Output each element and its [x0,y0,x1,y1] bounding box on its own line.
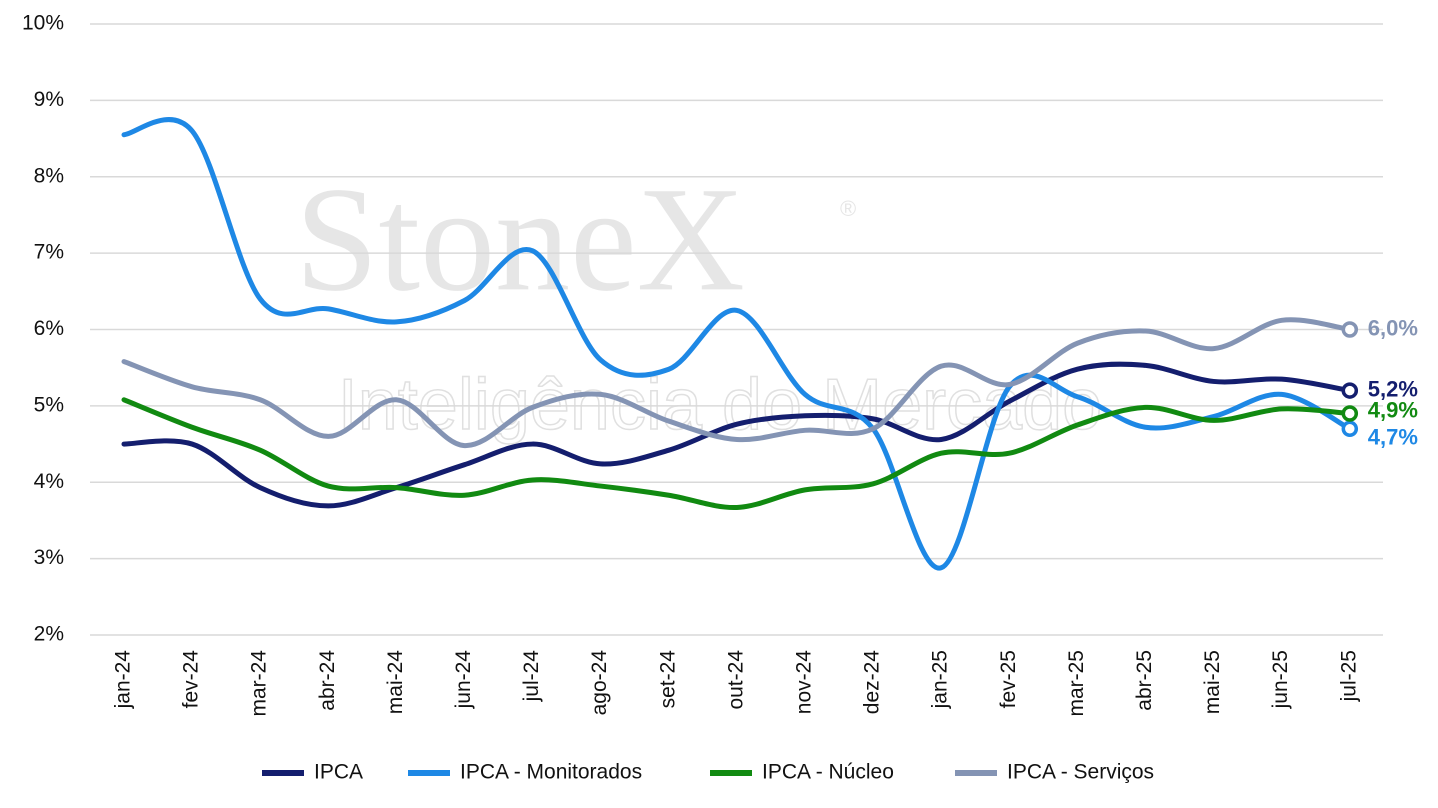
data-label: 4,9% [1368,397,1418,422]
x-tick-label: abr-25 [1133,650,1156,711]
data-label: 5,2% [1368,376,1418,401]
x-tick-label: abr-24 [316,650,339,711]
y-tick-label: 7% [34,241,64,264]
series-line [121,361,1353,509]
x-tick-label: jan-25 [929,650,952,709]
x-tick-label: mai-25 [1201,650,1224,714]
watermark-mark: ® [840,196,856,221]
x-tick-label: fev-25 [997,650,1020,708]
x-tick-label: mar-25 [1065,650,1088,717]
x-tick-label: jul-25 [1337,650,1360,702]
x-tick-label: fev-24 [180,650,203,709]
data-label: 4,7% [1368,425,1418,450]
y-tick-label: 4% [34,470,64,493]
y-tick-label: 6% [34,317,64,340]
y-tick-label: 2% [34,623,64,646]
legend-label: IPCA - Monitorados [460,761,642,784]
y-tick-label: 5% [34,393,64,416]
legend-label: IPCA [314,761,363,784]
end-point [1341,405,1359,422]
y-tick-label: 3% [34,546,64,569]
x-tick-label: mar-24 [248,650,271,717]
series-line [121,397,1353,510]
x-tick-label: out-24 [724,650,747,710]
x-tick-label: ago-24 [588,650,611,716]
x-tick-label: mai-24 [384,650,407,715]
data-label: 6,0% [1368,315,1418,340]
x-tick-label: nov-24 [793,650,816,715]
y-tick-label: 9% [34,88,64,111]
end-point [1341,420,1359,438]
end-point [1341,382,1359,399]
watermark-title: StoneX [295,156,745,322]
x-tick-label: jan-24 [112,650,135,710]
legend-label: IPCA - Serviços [1007,761,1154,784]
x-tick-label: jun-25 [1269,650,1292,709]
series-line [121,317,1353,449]
end-point [1341,321,1359,338]
x-tick-label: dez-24 [861,650,884,715]
y-tick-label: 10% [22,12,64,35]
x-tick-label: jul-24 [520,650,543,703]
x-tick-label: jun-24 [452,650,475,710]
y-tick-label: 8% [34,164,64,187]
series-line [121,117,1353,571]
x-tick-label: set-24 [656,650,679,709]
legend-label: IPCA - Núcleo [762,761,894,784]
